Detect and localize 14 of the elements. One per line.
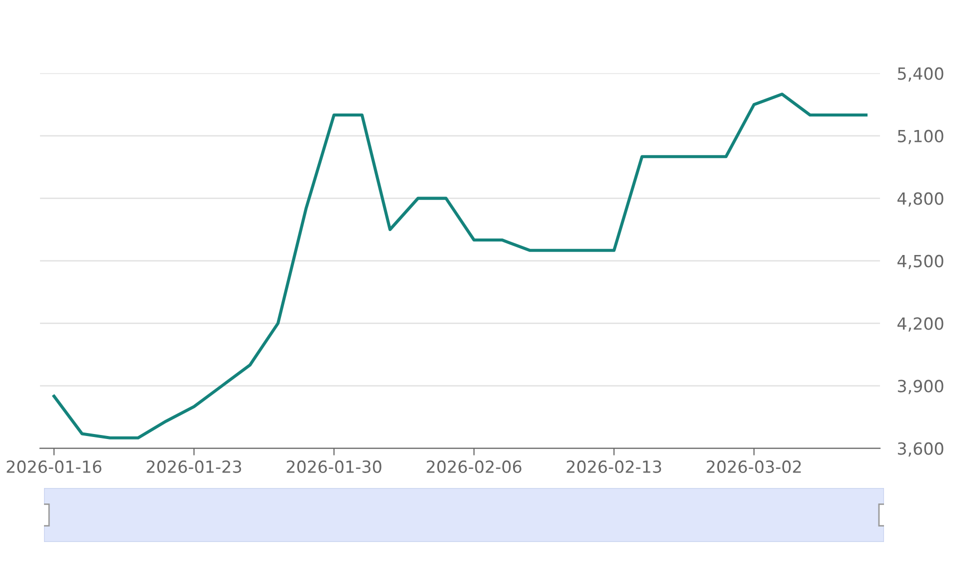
y-tick-label: 4,200 xyxy=(897,317,944,332)
line-series xyxy=(52,92,868,440)
x-tick-label: 2026-01-16 xyxy=(6,460,102,474)
y-tick-label: 3,600 xyxy=(898,442,944,457)
y-tick-label: 5,100 xyxy=(898,130,944,144)
y-tick-label: 4,800 xyxy=(897,192,944,207)
x-tick-label: 2026-02-13 xyxy=(566,460,662,474)
x-tick-label: 2026-02-06 xyxy=(426,460,522,474)
y-tick-label: 3,900 xyxy=(898,380,944,394)
x-tick-label: 2026-03-02 xyxy=(706,460,801,474)
y-tick-label: 5,400 xyxy=(898,67,944,82)
y-tick-label: 4,500 xyxy=(897,254,944,270)
x-tick-label: 2026-01-30 xyxy=(286,460,382,474)
x-tick-label: 2026-01-23 xyxy=(146,460,242,474)
